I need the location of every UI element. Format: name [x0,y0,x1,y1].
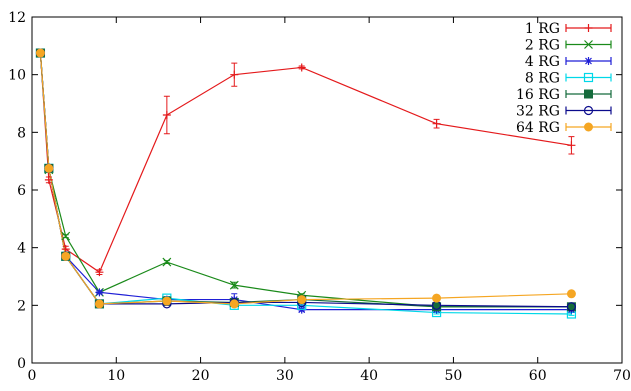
data-point-marker [583,105,594,116]
data-point-marker [95,268,104,277]
x-tick-label: 30 [276,368,294,384]
legend-label: 2 RG [525,38,560,54]
y-tick-label: 2 [17,298,26,314]
data-point-marker [297,63,306,72]
series-error-bars [37,51,575,316]
data-point-marker [94,299,104,309]
legend-label: 16 RG [516,87,560,103]
x-tick-label: 40 [360,368,378,384]
data-point-marker [566,302,577,312]
y-tick-label: 12 [8,10,26,26]
data-point-marker [432,119,441,128]
data-point-marker [44,175,53,184]
x-tick-label: 0 [28,368,37,384]
series-markers [35,48,577,319]
y-tick-label: 6 [17,183,26,199]
data-point-marker [162,296,172,306]
data-point-marker [61,251,71,261]
data-point-marker [584,40,593,49]
y-tick-label: 8 [17,125,26,141]
axis-ticks: 0 10 20 30 40 50 60 70 0 2 4 6 8 10 12 [8,10,631,384]
data-point-marker [95,288,104,297]
series-line [39,52,572,308]
data-point-marker [35,48,45,58]
legend-label: 8 RG [525,71,560,87]
legend-label: 64 RG [516,120,560,136]
series-line [39,52,572,308]
data-point-marker [583,72,594,83]
series-line [39,52,572,305]
series-lines [39,52,572,315]
series-line [39,53,572,274]
x-tick-label: 20 [192,368,210,384]
data-point-marker [566,289,576,299]
x-tick-label: 50 [445,368,463,384]
data-point-marker [44,163,54,173]
legend-label: 1 RG [525,21,560,37]
data-point-marker [584,122,593,132]
series-line [39,52,572,311]
legend-swatch-line [565,106,612,115]
data-point-marker [584,24,593,32]
series-line [39,52,572,308]
x-tick-label: 60 [529,368,547,384]
data-point-marker [162,257,172,267]
data-point-marker [567,141,576,150]
series-line [39,52,572,315]
data-point-marker [61,231,71,241]
data-point-marker [584,57,593,65]
y-tick-label: 4 [17,241,26,257]
data-point-marker [162,111,171,120]
data-point-marker [229,299,239,309]
data-point-marker [432,293,442,303]
y-tick-label: 10 [8,68,26,84]
data-point-marker [230,70,239,79]
data-point-marker [229,280,239,290]
data-point-marker [584,89,593,99]
data-point-marker [297,295,307,305]
legend-label: 4 RG [525,54,560,70]
x-tick-label: 70 [613,368,631,384]
x-tick-label: 10 [107,368,125,384]
y-tick-label: 0 [17,356,26,372]
legend-label: 32 RG [516,104,560,120]
legend-swatch-line [565,73,612,82]
